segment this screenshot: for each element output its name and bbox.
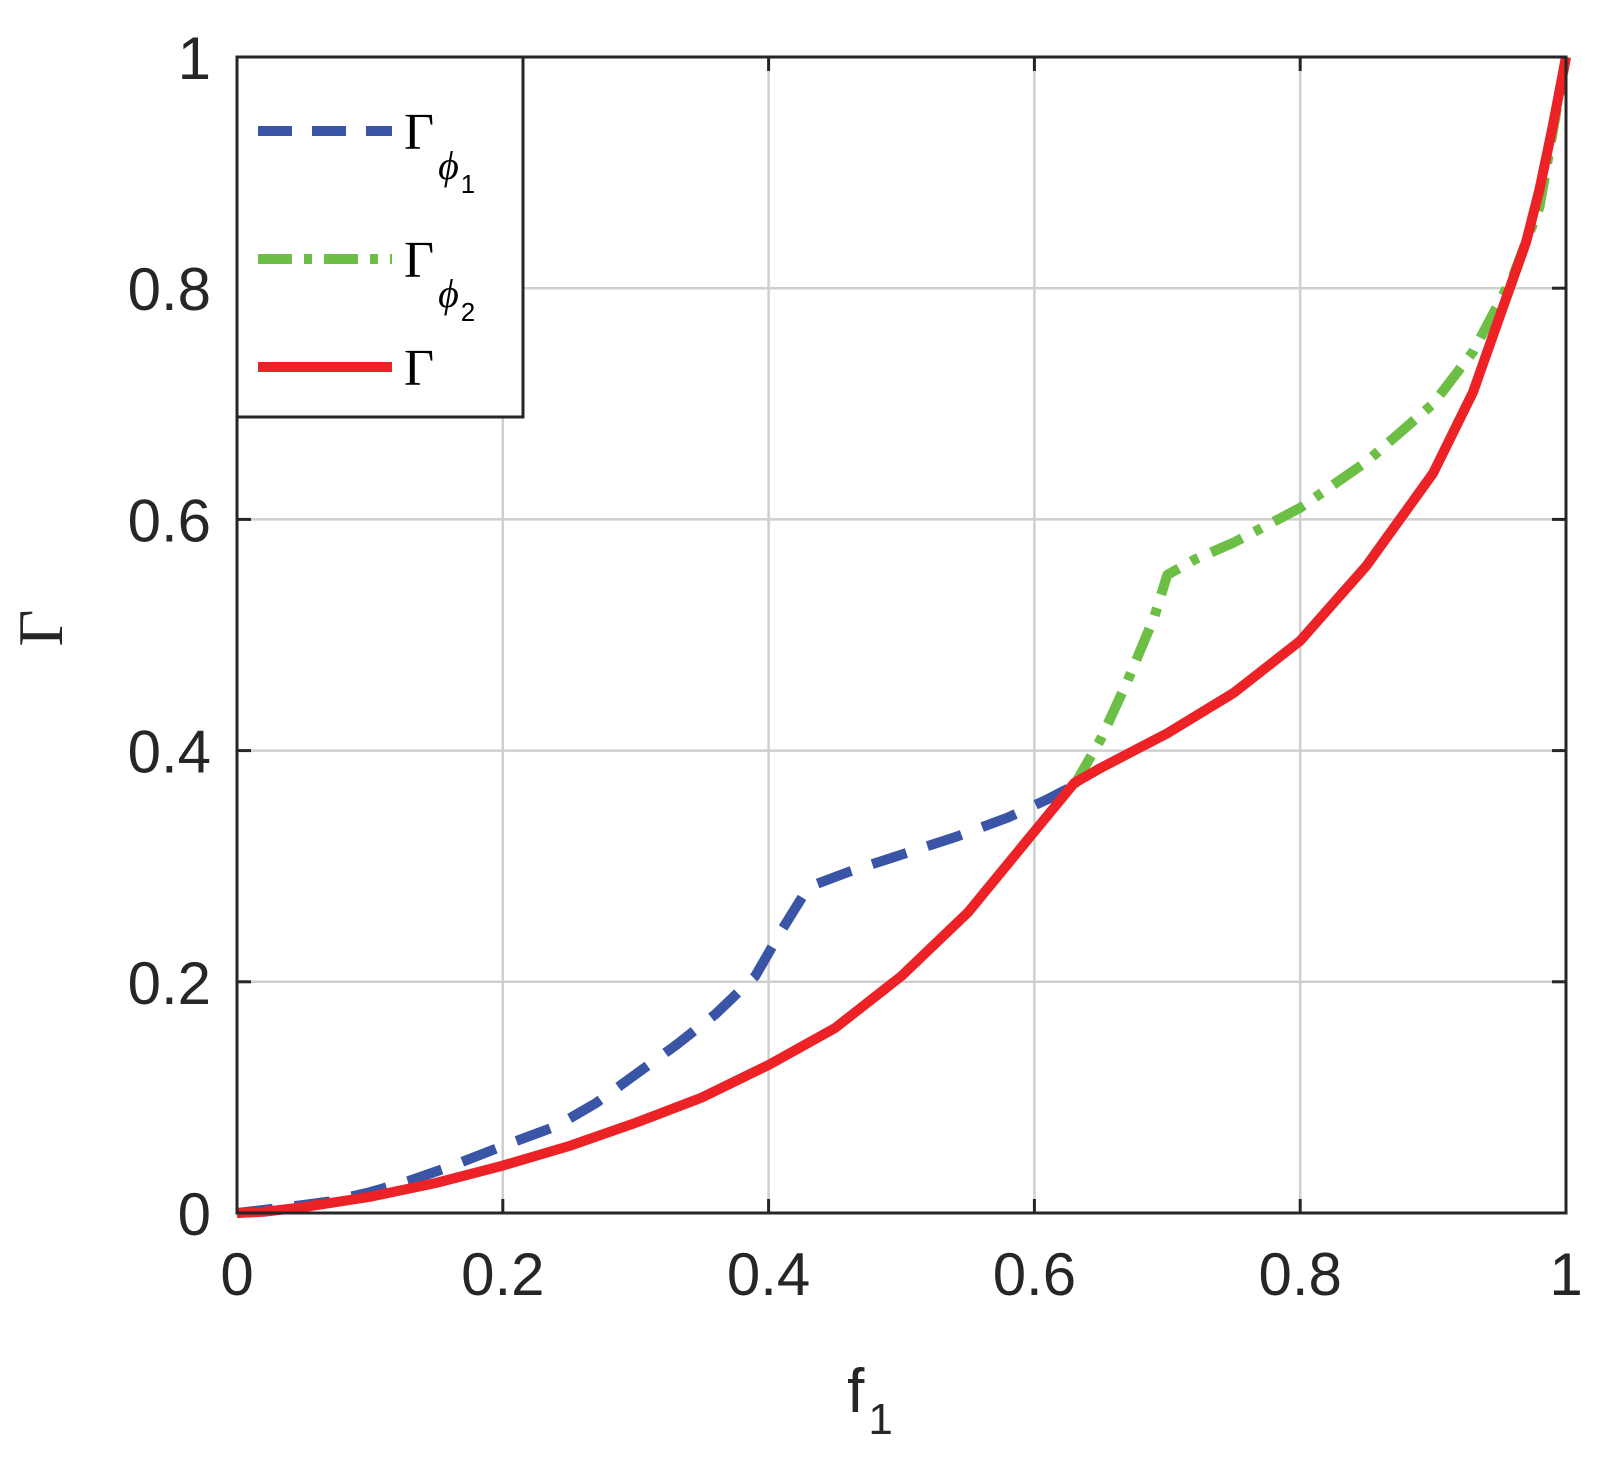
y-tick-label: 1 xyxy=(178,25,211,92)
y-tick-label: 0.8 xyxy=(128,256,211,323)
x-axis-label: f1 xyxy=(847,1357,893,1444)
series-lines xyxy=(236,56,1571,1218)
x-tick-label: 1 xyxy=(1549,1241,1582,1308)
y-tick-label: 0.2 xyxy=(128,950,211,1017)
legend-label: Γ xyxy=(404,340,434,397)
series-gamma-line xyxy=(236,56,1571,1218)
x-tick-label: 0.4 xyxy=(727,1241,810,1308)
plot-frame xyxy=(235,55,1568,1215)
x-tick-label: 0.8 xyxy=(1258,1241,1341,1308)
axis-labels: f1 Γ xyxy=(5,610,893,1445)
x-tick-label: 0.2 xyxy=(461,1241,544,1308)
legend-box xyxy=(235,55,525,419)
y-axis-label: Γ xyxy=(5,610,76,647)
legend-label: Γϕ2 xyxy=(404,232,475,327)
y-tick-label: 0.4 xyxy=(128,719,211,786)
legend-label: Γϕ1 xyxy=(404,104,475,199)
legend: Γϕ1 Γϕ2 Γ xyxy=(235,55,525,419)
series-gamma-phi1-line xyxy=(236,780,1077,1218)
x-tick-label: 0 xyxy=(220,1241,253,1308)
x-tick-label: 0.6 xyxy=(993,1241,1076,1308)
axis-ticks: 0 0.2 0.4 0.6 0.8 1 0 0.2 0.4 0.6 0.8 1 xyxy=(128,25,1583,1308)
y-tick-label: 0 xyxy=(178,1181,211,1248)
y-tick-label: 0.6 xyxy=(128,487,211,554)
